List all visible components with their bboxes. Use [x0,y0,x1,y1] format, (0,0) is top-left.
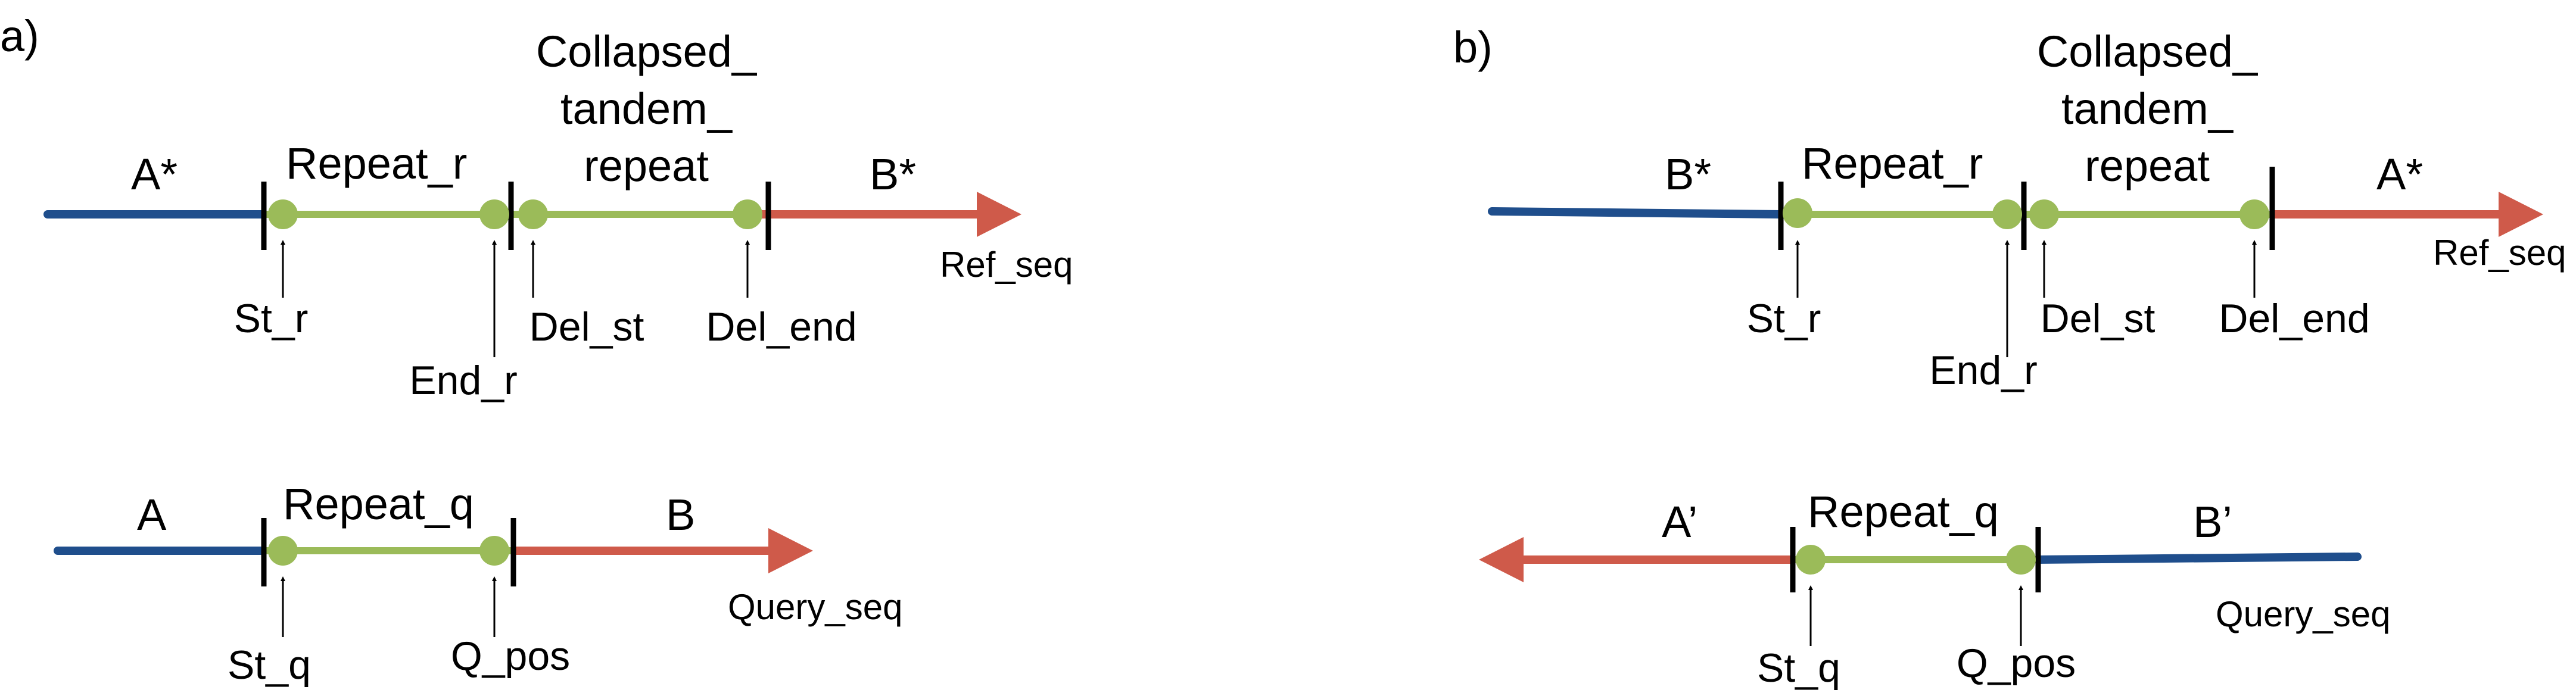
st-q-dot [1796,545,1826,575]
repeat-r-label: Repeat_r [286,139,467,188]
segment-b-star-label: B* [1665,149,1711,199]
repeat-q-label: Repeat_q [283,479,474,529]
query-seq-label: Query_seq [2216,594,2391,634]
collapsed-tandem-repeat-line3: repeat [584,141,709,191]
del-st-marker-label: Del_st [2041,296,2156,341]
ref-seq-arrowhead [977,192,1021,237]
segment-b-prime-line [2034,553,2362,564]
ref-seq-label: Ref_seq [940,245,1073,285]
segment-b-label: B [666,490,695,539]
segment-a-label: A [137,490,167,539]
repeat-r-label: Repeat_r [1802,139,1983,188]
panel-b-query-sequence: A’ Repeat_q B’ Query_seq St_q Q_pos [1479,487,2391,691]
segment-b-prime-label: B’ [2193,497,2232,547]
query-seq-arrowhead [768,528,813,573]
segment-a-star-label: A* [131,149,177,199]
panel-b-label: b) [1453,23,1493,72]
panel-a-ref-sequence: A* Repeat_r Collapsed_ tandem_ repeat B*… [43,27,1073,403]
repeat-q-label: Repeat_q [1808,487,1999,536]
panel-a: a) A* Repeat_r Collapsed_ tandem_ repeat… [0,11,1073,688]
del-st-dot [2029,199,2059,229]
end-r-dot [1992,199,2022,229]
collapsed-tandem-repeat-line1: Collapsed_ [536,27,757,76]
st-q-marker-label: St_q [228,642,311,688]
del-st-dot [518,199,548,229]
st-q-marker-label: St_q [1757,645,1840,691]
segment-a-prime-label: A’ [1662,497,1697,547]
st-r-dot [1783,198,1812,228]
end-r-marker-label: End_r [409,358,517,403]
st-r-marker-label: St_r [234,296,309,341]
ref-seq-label: Ref_seq [2433,233,2566,273]
query-seq-label: Query_seq [728,587,903,627]
q-pos-dot [479,536,509,566]
segment-b-star-label: B* [870,149,916,199]
q-pos-marker-label: Q_pos [1957,641,2076,686]
q-pos-marker-label: Q_pos [451,633,570,679]
panel-b-ref-sequence: B* Repeat_r Collapsed_ tandem_ repeat A*… [1488,27,2566,393]
del-end-marker-label: Del_end [2219,296,2369,341]
del-end-dot [733,199,762,229]
end-r-marker-label: End_r [1929,348,2037,393]
query-seq-arrowhead [1479,537,1524,582]
panel-a-label: a) [0,11,39,61]
st-r-marker-label: St_r [1747,296,1821,341]
segment-a-star-label: A* [2376,149,2423,199]
segment-b-star-line [1488,207,1785,219]
del-end-marker-label: Del_end [706,304,856,349]
del-st-marker-label: Del_st [529,304,644,349]
collapsed-tandem-repeat-line2: tandem_ [2061,84,2234,133]
del-end-dot [2239,199,2269,229]
q-pos-dot [2006,545,2036,575]
ref-seq-arrowhead [2499,192,2543,237]
end-r-dot [479,199,509,229]
collapsed-tandem-repeat-line1: Collapsed_ [2037,27,2258,76]
collapsed-tandem-repeat-line3: repeat [2085,141,2210,191]
st-q-dot [268,536,298,566]
panel-b: b) B* Repeat_r Collapsed_ tandem_ repeat… [1453,23,2566,691]
st-r-dot [268,199,298,229]
collapsed-tandem-repeat-line2: tandem_ [560,84,733,133]
panel-a-query-sequence: A Repeat_q B Query_seq St_q Q_pos [54,479,903,688]
